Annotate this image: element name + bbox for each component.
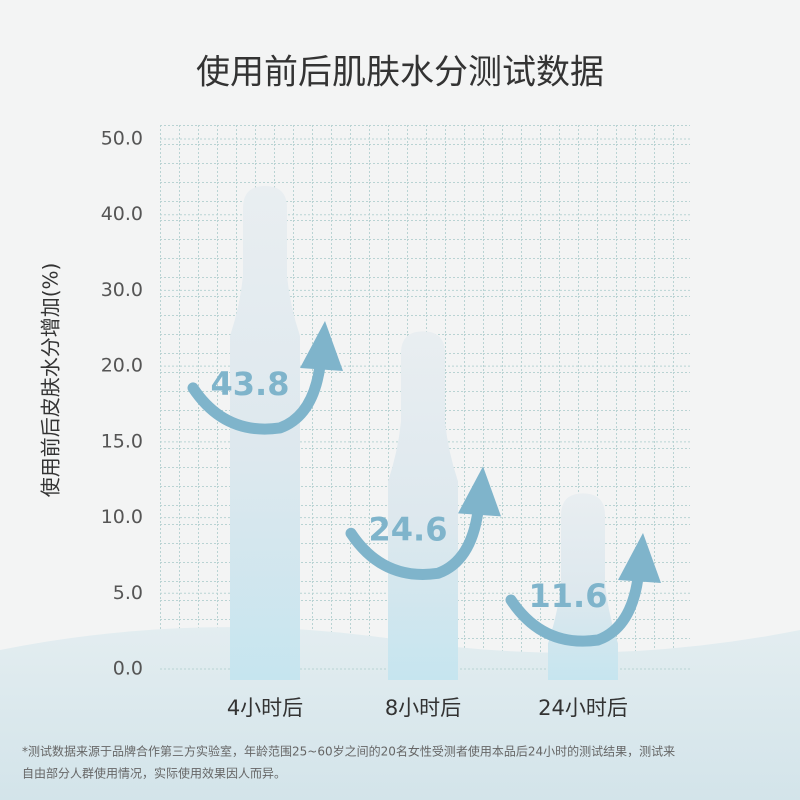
y-tick-label: 0.0 xyxy=(113,658,143,680)
value-label: 43.8 xyxy=(211,365,290,403)
value-label: 11.6 xyxy=(529,577,608,615)
y-tick-label: 40.0 xyxy=(101,203,143,225)
chart-title: 使用前后肌肤水分测试数据 xyxy=(196,53,604,93)
x-tick-label: 24小时后 xyxy=(538,696,628,720)
y-tick-label: 10.0 xyxy=(101,506,143,528)
y-tick-label: 5.0 xyxy=(113,582,143,604)
arrow-head xyxy=(300,320,343,371)
arrow-arc xyxy=(187,360,326,435)
footnote: *测试数据来源于品牌合作第三方实验室，年龄范围25~60岁之间的20名女性受测者… xyxy=(22,744,675,759)
bar xyxy=(388,331,458,680)
arrow-head xyxy=(458,466,501,517)
y-tick-label: 20.0 xyxy=(101,355,143,377)
y-tick-label: 15.0 xyxy=(101,430,143,452)
arrow-head xyxy=(618,533,661,583)
x-tick-label: 8小时后 xyxy=(385,696,461,720)
footnote: 自由部分人群使用情况，实际使用效果因人而异。 xyxy=(22,766,286,781)
x-tick-label: 4小时后 xyxy=(227,696,303,720)
arrow-arc xyxy=(345,505,484,580)
y-tick-label: 30.0 xyxy=(101,279,143,301)
value-label: 24.6 xyxy=(369,510,448,548)
y-axis-label: 使用前后皮肤水分增加(%) xyxy=(39,263,63,498)
y-tick-label: 50.0 xyxy=(101,128,143,150)
arrow-arc xyxy=(505,572,644,647)
